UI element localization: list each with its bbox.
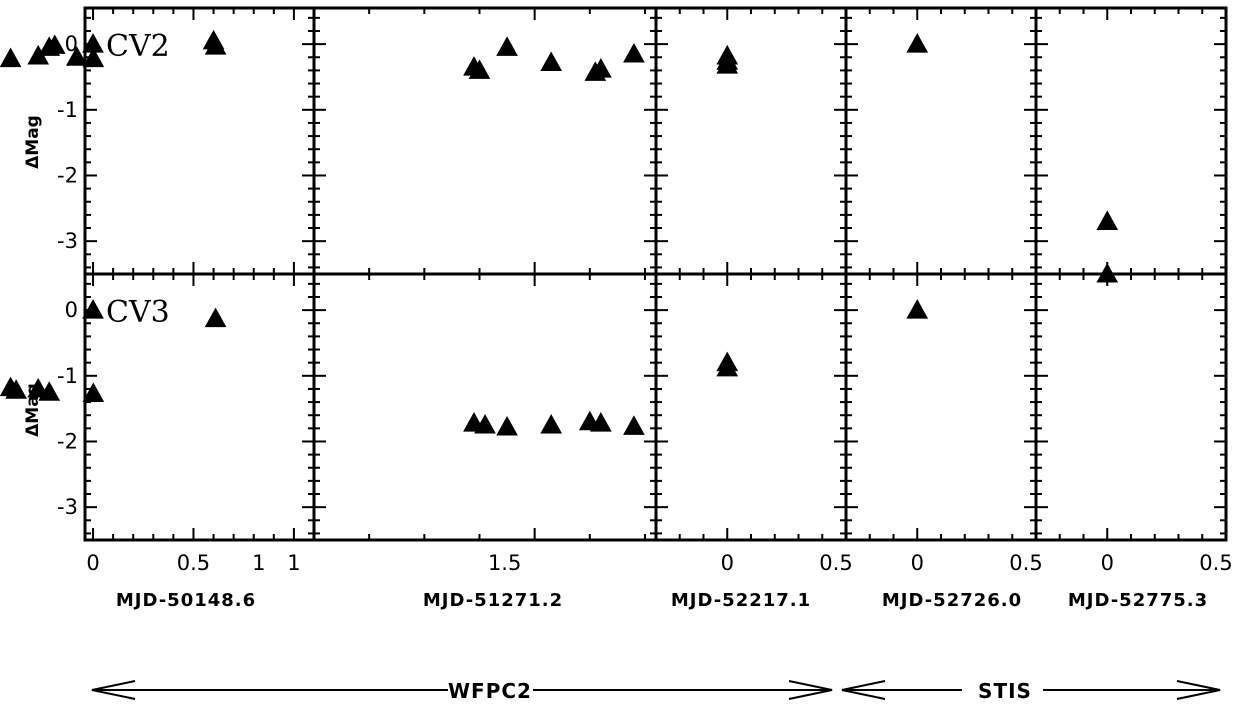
data-point-triangle: [474, 414, 496, 434]
instrument-label-wfpc2: WFPC2: [448, 679, 532, 703]
data-point-triangle: [43, 34, 66, 54]
data-point-triangle: [1096, 210, 1119, 230]
data-point-triangle: [623, 42, 645, 63]
x-tick-label: 0.5: [177, 551, 210, 575]
y-tick-label: -3: [57, 229, 78, 253]
y-axis-title-cv3: ΔMag: [23, 383, 43, 437]
x-axis-title-col1: MJD-50148.6: [116, 590, 256, 611]
y-tick-label: -1: [57, 98, 78, 122]
y-axis-title-cv2: ΔMag: [23, 115, 43, 169]
data-point-triangle: [716, 54, 739, 74]
y-tick-label: 0: [65, 298, 78, 322]
data-point-triangle: [716, 351, 739, 372]
row-label-cv2: CV2: [106, 29, 170, 64]
data-point-triangle: [82, 382, 105, 403]
data-markers: [0, 29, 1119, 436]
data-point-triangle: [65, 46, 88, 66]
axis-ticks: [85, 8, 1227, 540]
stis-arrowhead-left-icon: [841, 680, 886, 700]
data-point-triangle: [0, 47, 22, 68]
x-tick-labels: 00.510.511.500.500.500.5: [86, 551, 1232, 575]
x-tick-label: 0.5: [1009, 551, 1042, 575]
y-tick-label: -2: [57, 163, 78, 187]
data-point-triangle: [82, 47, 105, 68]
data-point-triangle: [5, 379, 27, 399]
data-point-triangle: [1096, 262, 1119, 283]
row-label-cv3: CV3: [106, 295, 170, 330]
x-axis-title-col3: MJD-52217.1: [671, 590, 811, 611]
data-point-triangle: [496, 36, 518, 56]
x-tick-label: 0.5: [1199, 551, 1232, 575]
wfpc2-arrowhead-left-icon: [91, 680, 136, 700]
data-point-triangle: [82, 299, 104, 319]
data-point-triangle: [496, 416, 518, 436]
x-tick-label: 0.5: [819, 551, 852, 575]
x-tick-label: 0: [911, 551, 924, 575]
instrument-stis: STIS: [841, 679, 1221, 703]
y-tick-label: -3: [57, 495, 78, 519]
data-point-triangle: [589, 412, 612, 432]
x-tick-label: 0: [1101, 551, 1114, 575]
data-point-triangle: [906, 33, 929, 53]
y-tick-label: -1: [57, 364, 78, 388]
x-axis-title-col4: MJD-52726.0: [882, 590, 1022, 611]
instrument-wfpc2: WFPC2: [91, 679, 833, 703]
data-point-triangle: [906, 299, 929, 319]
data-point-triangle: [540, 414, 563, 434]
data-point-triangle: [623, 415, 645, 435]
data-point-triangle: [468, 59, 491, 79]
x-axis-title-col5: MJD-52775.3: [1068, 590, 1208, 611]
x-tick-label: 1.5: [488, 551, 521, 575]
y-tick-label: -2: [57, 429, 78, 453]
wfpc2-arrowhead-right-icon: [788, 680, 833, 700]
data-point-triangle: [204, 307, 227, 328]
x-tick-label: 1: [287, 551, 300, 575]
instrument-label-stis: STIS: [978, 679, 1032, 703]
stis-arrowhead-right-icon: [1176, 680, 1221, 700]
x-tick-label: 1: [252, 551, 265, 575]
x-axis-title-col2: MJD-51271.2: [423, 590, 563, 611]
data-point-triangle: [540, 51, 563, 72]
y-tick-labels: -3-2-10-3-2-10: [57, 32, 78, 519]
x-tick-label: 0: [721, 551, 734, 575]
x-tick-label: 0: [86, 551, 99, 575]
data-point-triangle: [38, 381, 61, 401]
data-point-triangle: [204, 35, 227, 55]
data-point-triangle: [589, 58, 612, 78]
